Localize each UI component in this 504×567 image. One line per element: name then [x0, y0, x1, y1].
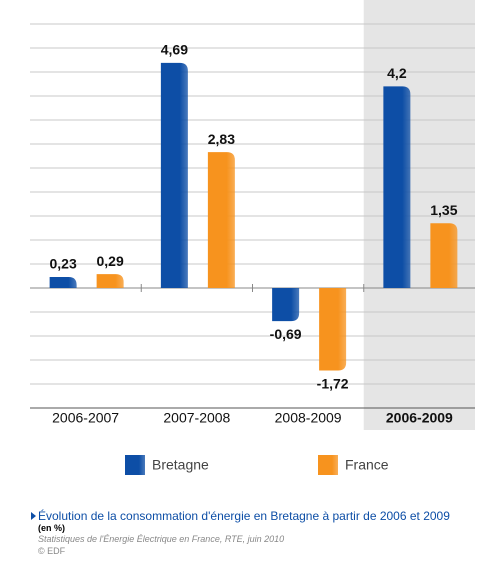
- caption-title: Évolution de la consommation d'énergie e…: [38, 509, 450, 523]
- x-tick-label: 2006-2009: [386, 410, 453, 426]
- legend-label: France: [345, 457, 389, 473]
- legend-swatch: [318, 455, 338, 475]
- bar: [272, 288, 300, 322]
- bar: [319, 288, 347, 371]
- bar: [383, 86, 411, 289]
- value-label: 4,2: [387, 65, 407, 81]
- caption-unit: (en %): [38, 523, 65, 533]
- caption-credit: © EDF: [38, 546, 66, 556]
- x-tick-label: 2006-2007: [52, 410, 119, 426]
- value-label: -1,72: [317, 375, 349, 391]
- bar: [430, 223, 458, 288]
- legend-label: Bretagne: [152, 457, 209, 473]
- value-label: 2,83: [208, 131, 235, 147]
- caption-source: Statistiques de l'Énergie Électrique en …: [38, 534, 285, 544]
- value-label: 0,29: [97, 253, 124, 269]
- bar: [160, 62, 188, 288]
- x-tick-label: 2008-2009: [275, 410, 342, 426]
- chart: 2006-2007 0,23 0,29 2007-2008 4,69 2,83 2008-2…: [30, 0, 475, 475]
- value-label: -0,69: [270, 326, 302, 342]
- bar: [207, 152, 235, 288]
- highlight-band: [363, 0, 475, 430]
- value-label: 0,23: [50, 256, 77, 272]
- bar: [49, 276, 77, 288]
- x-tick-label: 2007-2008: [163, 410, 230, 426]
- value-label: 1,35: [430, 202, 457, 218]
- legend-swatch: [125, 455, 145, 475]
- caption-arrow: [31, 512, 36, 520]
- bar: [96, 274, 124, 288]
- value-label: 4,69: [161, 42, 188, 58]
